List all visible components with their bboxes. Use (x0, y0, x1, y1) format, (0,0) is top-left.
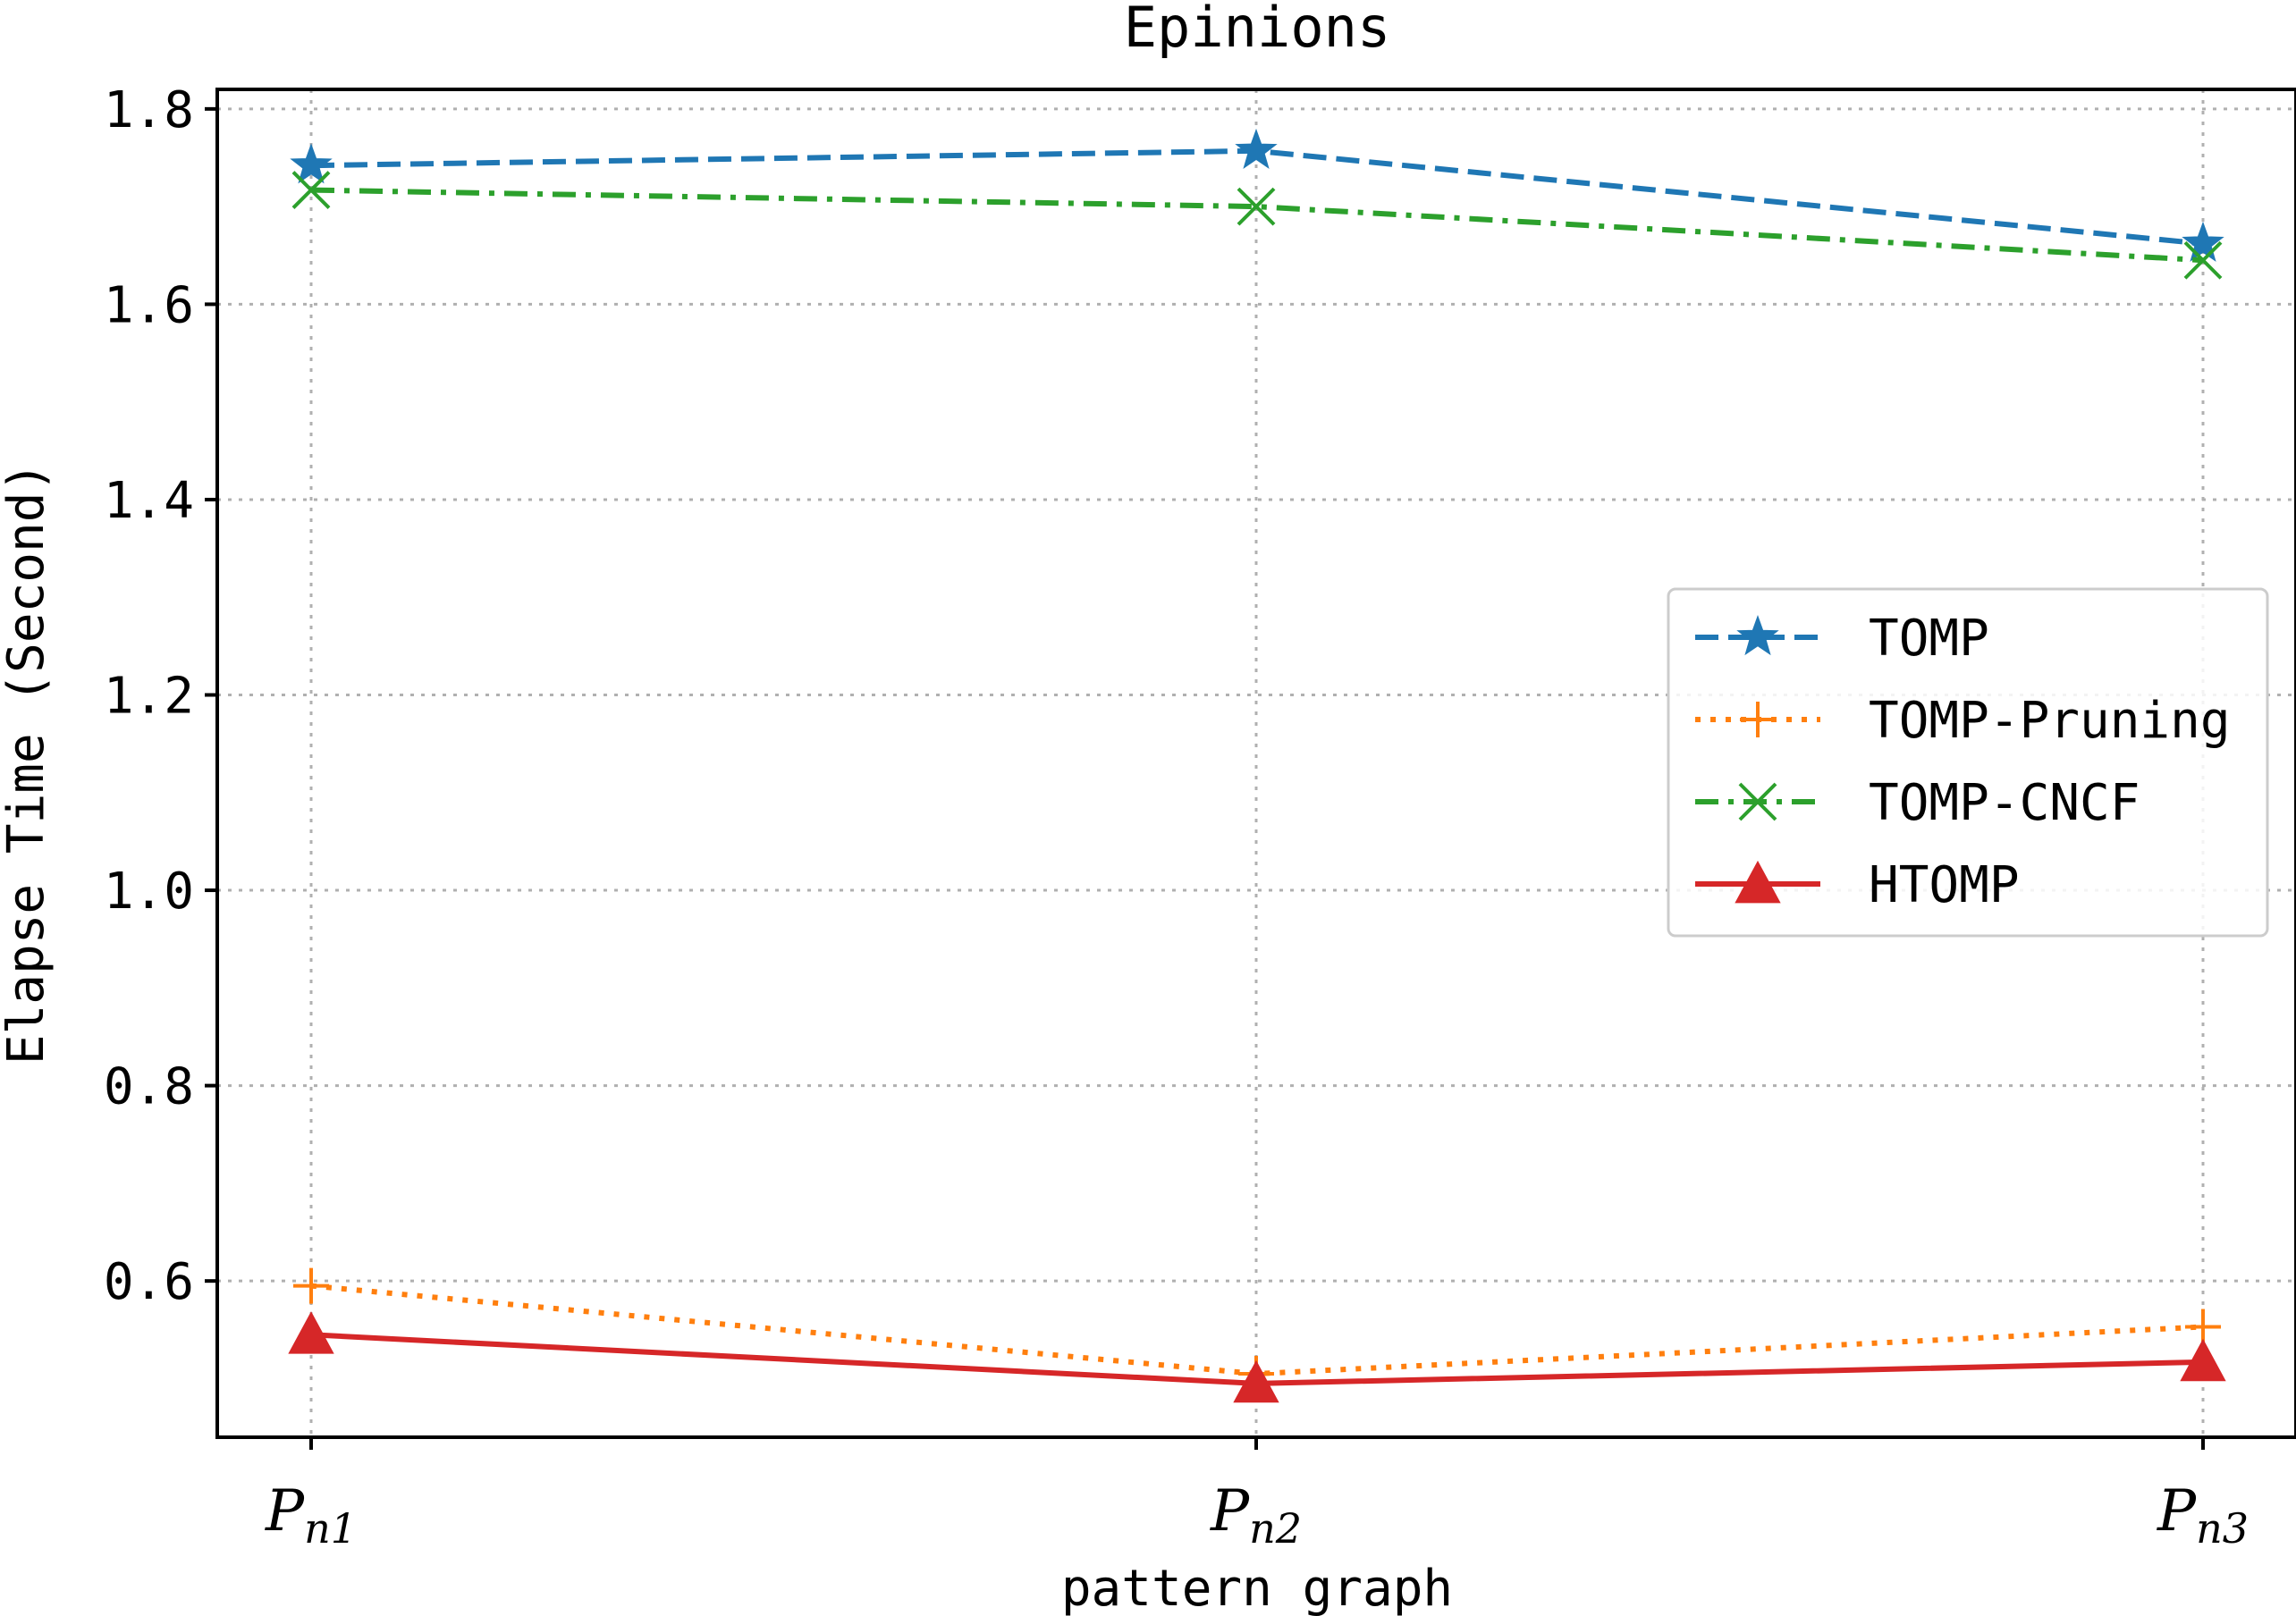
legend-marker (1736, 615, 1779, 656)
legend-marker (1738, 782, 1777, 821)
legend-item: TOMP-Pruning (1695, 692, 2231, 750)
y-tick-label: 1.8 (104, 81, 194, 139)
y-axis: 0.6 0.8 1.0 1.2 1.4 1.6 1.8 (104, 81, 217, 1311)
x-axis-label: pattern graph (1061, 1560, 1453, 1616)
series-line (310, 187, 2204, 264)
y-tick-label: 1.4 (104, 472, 194, 530)
data-point (2182, 221, 2224, 262)
legend-item: HTOMP (1695, 856, 2020, 914)
chart-title: Epinions (1124, 0, 1391, 60)
legend-box (1667, 587, 2269, 938)
y-tick-label: 0.8 (104, 1058, 194, 1116)
data-point (288, 1311, 334, 1354)
series-line (310, 1283, 2204, 1377)
series-0 (290, 128, 2224, 262)
legend-label: TOMP (1869, 610, 1989, 668)
x-tick-label: Pn2 (1210, 1478, 1302, 1553)
data-point (2183, 240, 2223, 280)
y-tick-label: 1.0 (104, 863, 194, 921)
grid-lines (217, 89, 2296, 1437)
y-tick-label: 1.2 (104, 668, 194, 726)
x-tick-label: Pn3 (2157, 1478, 2249, 1553)
data-point (291, 171, 331, 209)
data-point (1235, 128, 1278, 169)
data-point (293, 1267, 329, 1304)
data-point (1237, 187, 1276, 226)
legend-item: TOMP-CNCF (1695, 774, 2140, 832)
legend-item: TOMP (1695, 610, 1989, 668)
legend-label: TOMP-Pruning (1869, 692, 2231, 750)
x-tick-label: Pn1 (265, 1478, 357, 1553)
x-axis: Pn1 Pn2 Pn3 (265, 1437, 2249, 1553)
legend-marker (1740, 702, 1776, 737)
y-axis-label: Elapse Time (Second) (0, 462, 55, 1065)
legend-marker (1735, 860, 1781, 904)
data-point (1233, 1359, 1279, 1403)
legend: TOMP TOMP-Pruning TOMP-CNCF HTOMP (1667, 587, 2269, 938)
series-3 (288, 1311, 2226, 1403)
legend-label: HTOMP (1869, 856, 2020, 914)
legend-label: TOMP-CNCF (1869, 774, 2140, 832)
y-tick-label: 1.6 (104, 276, 194, 334)
series-2 (291, 171, 2223, 280)
data-point (2180, 1338, 2226, 1382)
series-layer (288, 128, 2226, 1403)
data-point (290, 143, 333, 184)
y-tick-label: 0.6 (104, 1253, 194, 1311)
